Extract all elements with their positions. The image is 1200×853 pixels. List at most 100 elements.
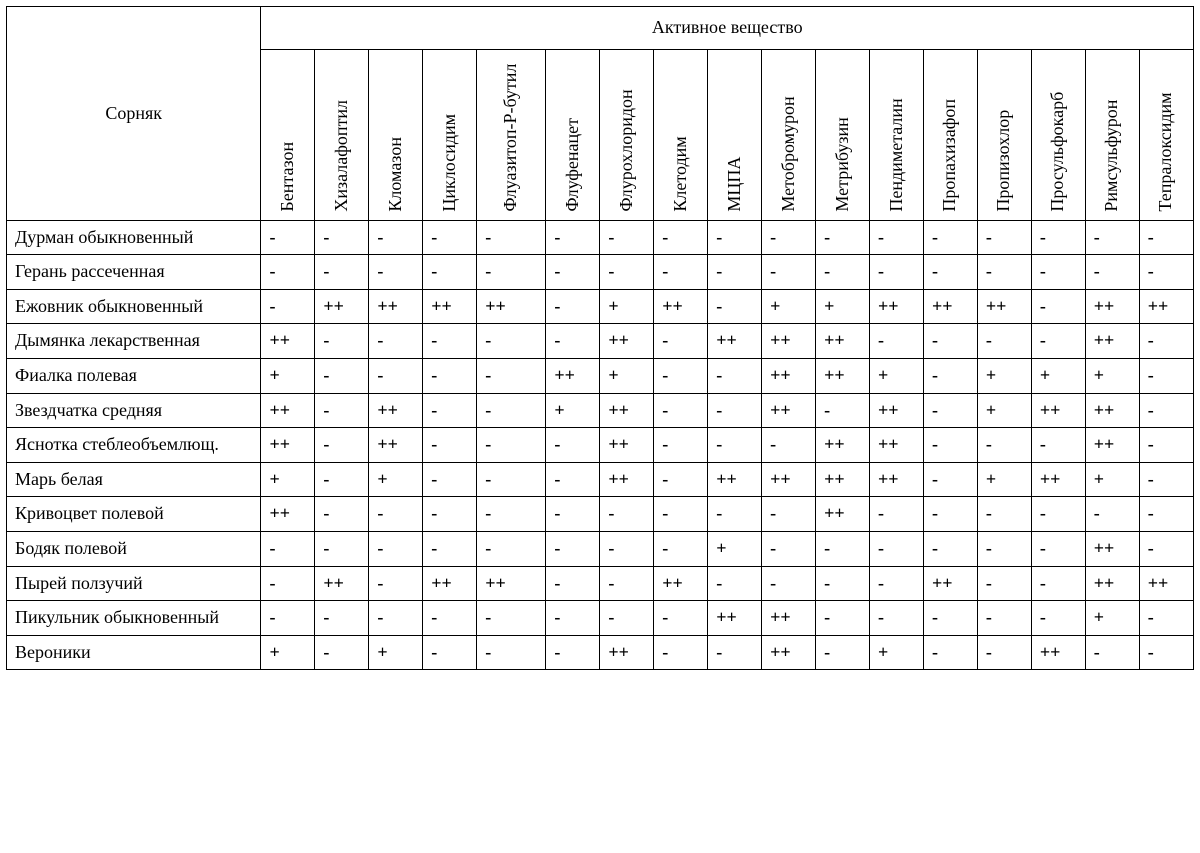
efficacy-cell: + [870,635,924,670]
column-header-label: Пропахизафоп [940,99,962,212]
table-row: Яснотка стеблеобъемлющ.++-++---++---++++… [7,428,1194,463]
efficacy-cell: - [654,393,708,428]
efficacy-cell: + [369,462,423,497]
efficacy-cell: - [816,220,870,255]
column-header-label: Пендиметалин [886,98,908,211]
efficacy-cell: - [923,220,977,255]
efficacy-cell: - [1085,635,1139,670]
efficacy-cell: - [977,531,1031,566]
table-body: Дурман обыкновенный-----------------Гера… [7,220,1194,670]
efficacy-cell: - [708,428,762,463]
efficacy-cell: - [708,635,762,670]
efficacy-cell: - [923,428,977,463]
column-header-label: Пропизохлор [994,110,1016,212]
weed-name-cell: Фиалка полевая [7,358,261,393]
efficacy-cell: - [546,255,600,290]
efficacy-cell: - [654,324,708,359]
weed-name-cell: Дымянка лекарственная [7,324,261,359]
efficacy-cell: ++ [369,428,423,463]
efficacy-cell: ++ [369,393,423,428]
efficacy-cell: - [423,220,477,255]
column-header: Пропизохлор [977,49,1031,220]
efficacy-cell: - [423,635,477,670]
table-row: Фиалка полевая+----+++--+++++-+++- [7,358,1194,393]
efficacy-cell: - [477,601,546,636]
column-header-label: Тепралоксидим [1156,92,1178,211]
efficacy-cell: - [1139,462,1193,497]
weed-name-cell: Дурман обыкновенный [7,220,261,255]
efficacy-cell: ++ [261,393,315,428]
efficacy-cell: ++ [762,324,816,359]
efficacy-cell: - [708,289,762,324]
efficacy-cell: - [654,358,708,393]
efficacy-cell: + [1085,462,1139,497]
efficacy-cell: - [923,601,977,636]
efficacy-cell: + [977,393,1031,428]
efficacy-cell: - [816,531,870,566]
efficacy-cell: - [315,497,369,532]
efficacy-cell: ++ [315,289,369,324]
efficacy-cell: - [762,255,816,290]
efficacy-cell: - [423,601,477,636]
efficacy-cell: + [261,635,315,670]
column-header: Флуфенацет [546,49,600,220]
efficacy-cell: + [762,289,816,324]
efficacy-cell: - [369,358,423,393]
efficacy-cell: - [977,497,1031,532]
efficacy-cell: - [369,566,423,601]
efficacy-cell: ++ [816,497,870,532]
efficacy-cell: - [654,635,708,670]
efficacy-cell: - [1031,324,1085,359]
efficacy-cell: - [708,220,762,255]
efficacy-cell: - [546,566,600,601]
efficacy-cell: + [369,635,423,670]
efficacy-cell: - [1139,393,1193,428]
efficacy-cell: - [1031,255,1085,290]
efficacy-cell: ++ [816,358,870,393]
efficacy-cell: ++ [1085,324,1139,359]
efficacy-cell: - [816,601,870,636]
weed-name-cell: Ежовник обыкновенный [7,289,261,324]
efficacy-cell: ++ [923,566,977,601]
efficacy-cell: - [477,531,546,566]
column-header: МЦПА [708,49,762,220]
efficacy-cell: - [600,601,654,636]
efficacy-cell: - [261,601,315,636]
efficacy-cell: + [870,358,924,393]
efficacy-cell: - [708,566,762,601]
efficacy-cell: ++ [762,635,816,670]
efficacy-cell: - [1085,255,1139,290]
efficacy-cell: - [816,566,870,601]
efficacy-cell: ++ [546,358,600,393]
efficacy-cell: - [423,324,477,359]
efficacy-cell: - [654,531,708,566]
efficacy-cell: ++ [1031,393,1085,428]
efficacy-cell: + [261,462,315,497]
efficacy-cell: ++ [1139,289,1193,324]
efficacy-cell: + [261,358,315,393]
efficacy-cell: - [1031,601,1085,636]
efficacy-cell: - [546,601,600,636]
efficacy-cell: - [1031,531,1085,566]
column-header-label: Флурохлоридон [616,89,638,211]
efficacy-cell: - [369,220,423,255]
efficacy-cell: - [477,393,546,428]
efficacy-cell: - [477,635,546,670]
efficacy-cell: - [816,393,870,428]
column-header-label: Метрибузин [832,117,854,211]
efficacy-cell: - [1139,531,1193,566]
efficacy-cell: - [870,220,924,255]
efficacy-cell: - [315,531,369,566]
efficacy-cell: - [261,289,315,324]
efficacy-cell: - [870,255,924,290]
column-header: Пендиметалин [870,49,924,220]
efficacy-cell: - [1139,220,1193,255]
herbicide-efficacy-table: Сорняк Активное вещество БентазонХизалаф… [6,6,1194,670]
efficacy-cell: - [369,497,423,532]
efficacy-cell: - [477,220,546,255]
efficacy-cell: - [423,255,477,290]
efficacy-cell: - [1139,255,1193,290]
weed-name-cell: Звездчатка средняя [7,393,261,428]
efficacy-cell: ++ [1031,635,1085,670]
efficacy-cell: - [315,255,369,290]
